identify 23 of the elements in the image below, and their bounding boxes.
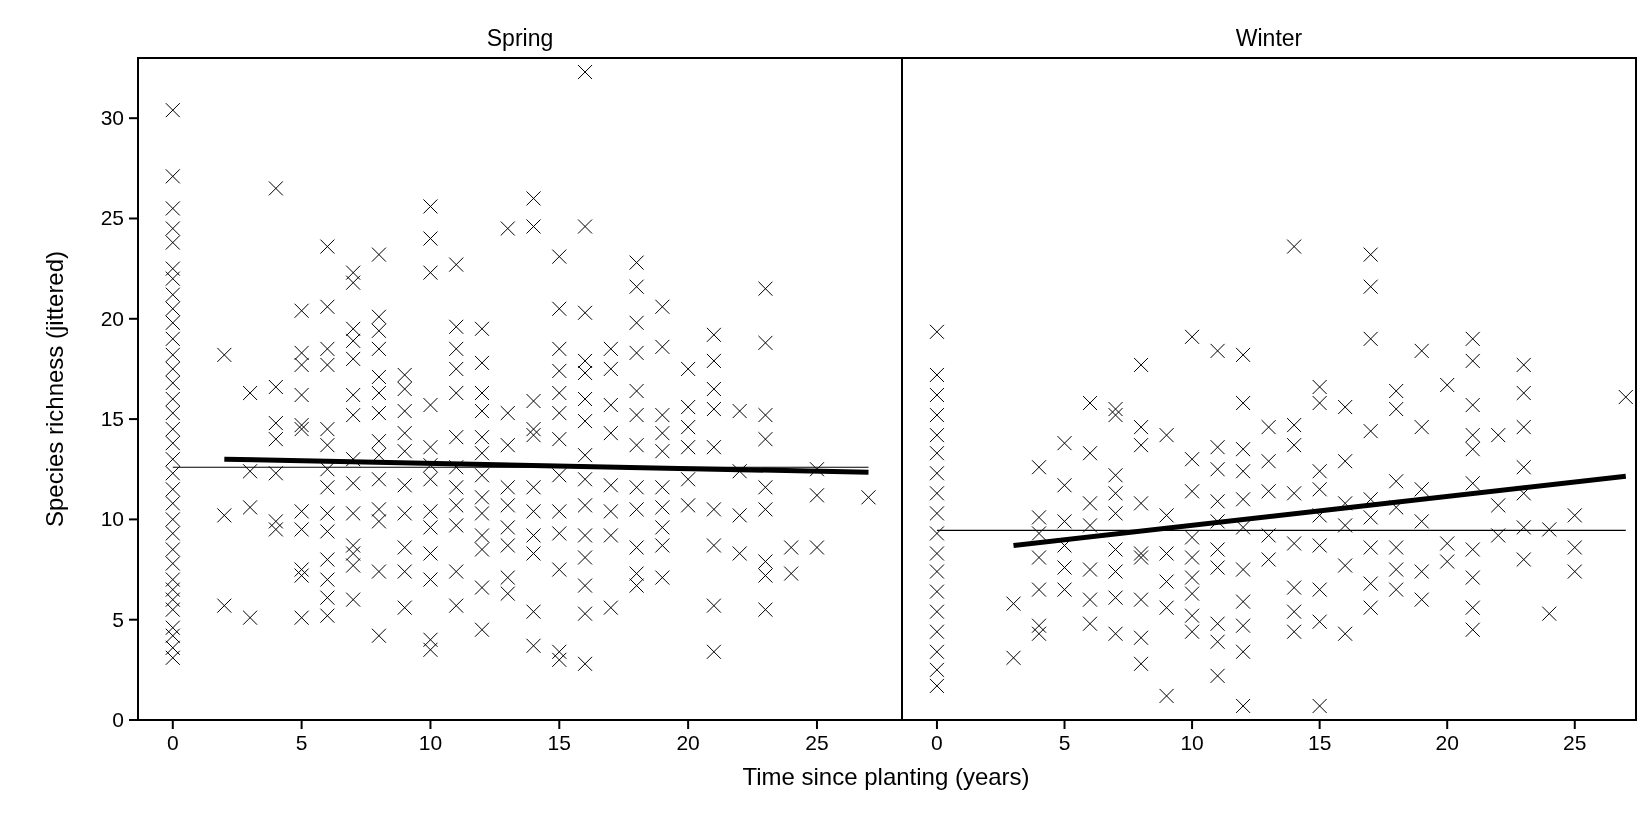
- x-axis-title: Time since planting (years): [742, 763, 1030, 790]
- x-tick-label: 10: [418, 731, 443, 754]
- y-tick-label: 10: [100, 507, 124, 531]
- x-tick-label: 25: [805, 731, 829, 754]
- x-tick-label: 20: [1435, 731, 1459, 754]
- x-tick-label: 25: [1563, 731, 1587, 754]
- x-tick-label: 10: [1180, 731, 1204, 754]
- chart-title: Spring: [486, 25, 554, 51]
- x-tick-label: 0: [166, 731, 179, 754]
- y-tick-label: 0: [112, 708, 124, 731]
- y-tick-label: 5: [112, 607, 124, 631]
- y-tick-label: 15: [100, 407, 124, 431]
- x-tick-label: 5: [1058, 731, 1071, 754]
- x-tick-label: 5: [295, 731, 308, 754]
- chart-title: Winter: [1235, 25, 1303, 51]
- x-tick-label: 15: [547, 731, 571, 754]
- x-tick-label: 15: [1307, 731, 1332, 754]
- y-axis-title: Species richness (jittered): [41, 250, 68, 528]
- x-tick-label: 0: [931, 731, 943, 754]
- x-tick-label: 20: [676, 731, 700, 754]
- y-tick-label: 30: [100, 106, 124, 130]
- y-tick-label: 20: [100, 306, 124, 330]
- y-tick-label: 25: [100, 206, 124, 230]
